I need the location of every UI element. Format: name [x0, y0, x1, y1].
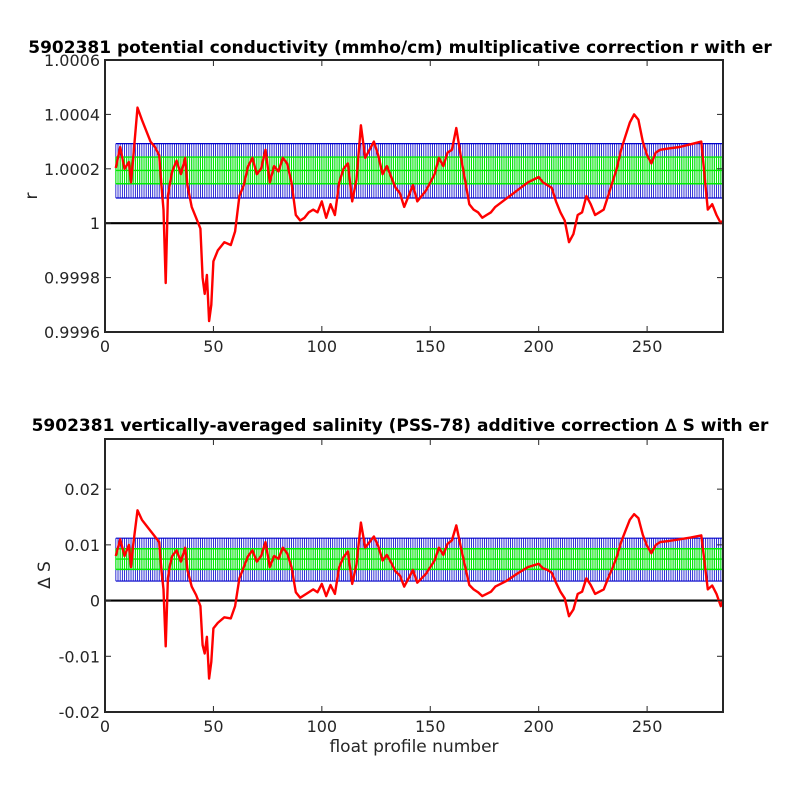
x-tick-label: 150: [415, 717, 446, 736]
x-tick-label: 50: [203, 337, 223, 356]
x-axis-label: float profile number: [329, 737, 498, 757]
y-tick-label: 0: [90, 592, 100, 611]
series-layer: [105, 509, 725, 680]
series-line: [114, 509, 725, 680]
conductivity-correction-chart: 5902381 potential conductivity (mmho/cm)…: [22, 38, 772, 356]
plot-area-background: [105, 60, 723, 332]
y-tick-label: 0.9998: [44, 269, 100, 288]
x-tick-label: 200: [523, 337, 554, 356]
x-tick-label: 250: [632, 717, 663, 736]
x-tick-label: 0: [100, 337, 110, 356]
series-layer: [105, 106, 724, 323]
y-axis-label: ∆ S: [35, 561, 55, 590]
x-tick-label: 0: [100, 717, 110, 736]
y-tick-label: -0.02: [59, 703, 100, 722]
x-tick-label: 100: [307, 717, 338, 736]
x-tick-label: 100: [307, 337, 338, 356]
plot-frame: [104, 59, 724, 333]
y-axis-label: r: [22, 193, 42, 200]
x-tick-label: 150: [415, 337, 446, 356]
plot-frame: [104, 438, 724, 713]
y-tick-label: 1.0002: [44, 160, 100, 179]
salinity-correction-chart: 5902381 vertically-averaged salinity (PS…: [32, 416, 769, 757]
x-tick-label: 200: [523, 717, 554, 736]
y-tick-label: -0.01: [59, 647, 100, 666]
y-tick-label: 1.0006: [44, 51, 100, 70]
y-tick-label: 0.02: [64, 480, 100, 499]
x-tick-label: 50: [203, 717, 223, 736]
tick-layer: 0 50 100 150 200 250 -0.02 -0.01 0 0.01 0.02: [59, 439, 723, 736]
series-line: [114, 106, 724, 323]
y-tick-label: 1.0004: [44, 105, 100, 124]
y-tick-label: 0.9996: [44, 323, 100, 342]
y-tick-label: 0.01: [64, 536, 100, 555]
x-tick-label: 250: [632, 337, 663, 356]
chart-title: 5902381 vertically-averaged salinity (PS…: [32, 416, 769, 436]
error-band-layer: [115, 143, 724, 199]
y-tick-label: 1: [90, 214, 100, 233]
tick-layer: 0 50 100 150 200 250 0.9996 0.9998 1 1.0002 1.0004…: [44, 51, 723, 356]
chart-title: 5902381 potential conductivity (mmho/cm)…: [28, 38, 772, 58]
error-band-layer: [115, 537, 724, 582]
